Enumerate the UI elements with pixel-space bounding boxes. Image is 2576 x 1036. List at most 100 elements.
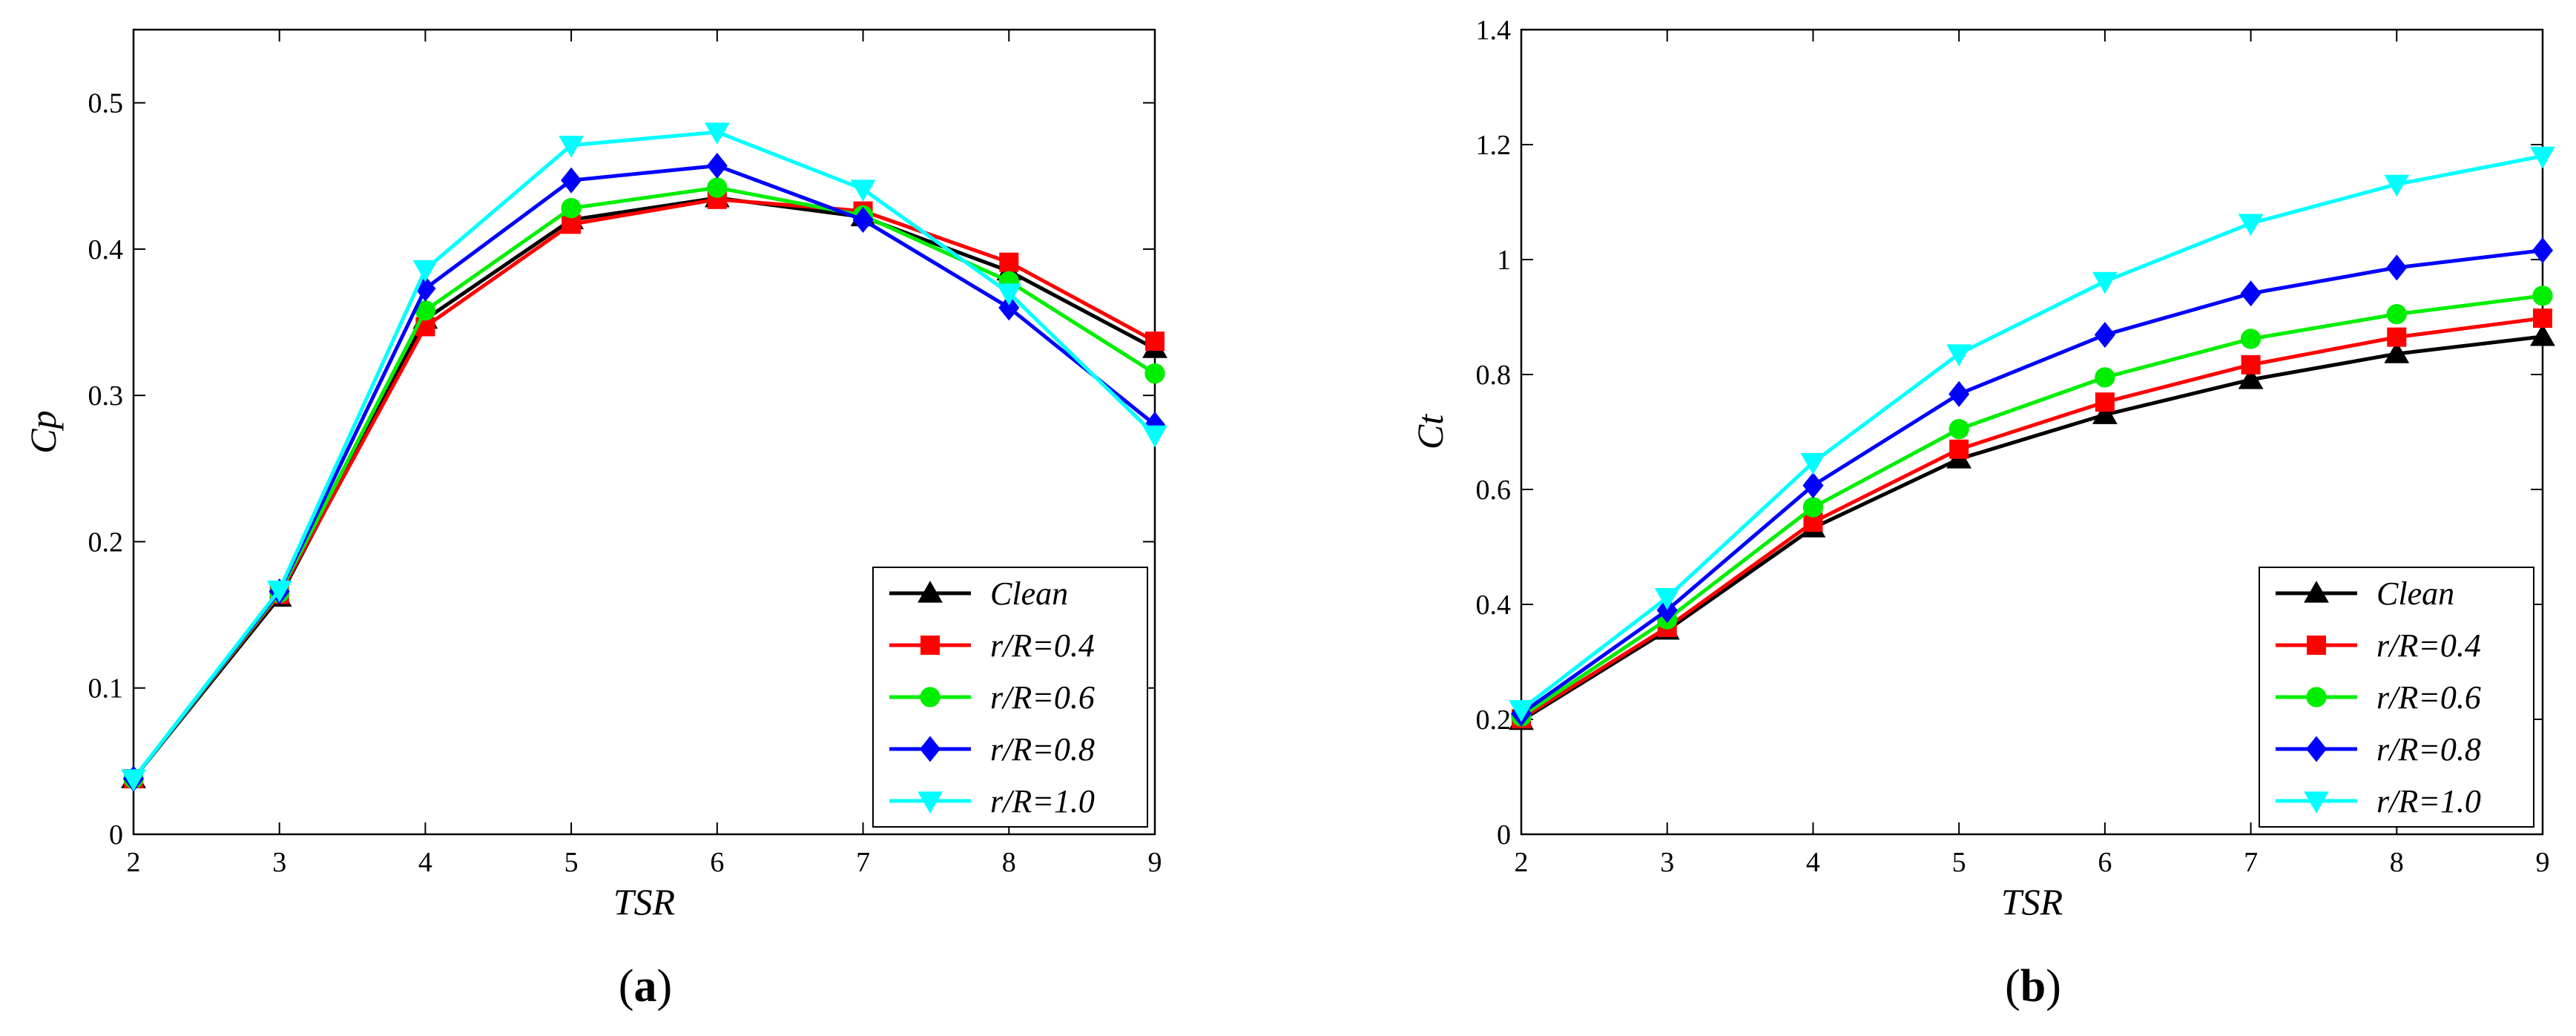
y-tick-label: 0 xyxy=(1497,819,1511,851)
y-tick-label: 0.5 xyxy=(88,88,124,119)
legend-item: Clean xyxy=(2276,575,2454,612)
x-axis-title: TSR xyxy=(613,881,675,923)
x-tick-label: 7 xyxy=(856,847,870,878)
legend-label: r/R=0.4 xyxy=(990,627,1095,664)
legend-marker xyxy=(919,736,941,762)
y-axis-title: Ct xyxy=(1409,414,1451,449)
data-point xyxy=(2092,271,2118,294)
data-point xyxy=(561,167,582,194)
series-line xyxy=(1520,154,2543,711)
y-tick-label: 0 xyxy=(109,819,123,851)
legend-marker xyxy=(918,581,943,603)
series-line xyxy=(132,130,1156,780)
legend-item: r/R=0.6 xyxy=(889,679,1095,716)
legend-item: r/R=1.0 xyxy=(2276,783,2481,819)
x-tick-label: 7 xyxy=(2244,847,2258,878)
x-tick-label: 8 xyxy=(2390,847,2404,878)
data-point xyxy=(2238,367,2264,389)
data-point xyxy=(2095,392,2115,412)
series-line xyxy=(1520,316,2543,721)
x-tick-label: 9 xyxy=(2536,847,2550,878)
chart-panel-b: 2 3 4 5 6 7 8 9 0 0.2 0.4 0.6 0.8 1 1.2 1.4 TSR Ct Clean r/… xyxy=(1409,15,2555,1012)
legend-label: Clean xyxy=(2376,575,2454,612)
y-tick-label: 1.2 xyxy=(1476,130,1512,161)
legend: Clean r/R=0.4 r/R=0.6 r/R=0.8 r/R=1.0 xyxy=(872,567,1148,828)
x-tick-label: 3 xyxy=(272,847,286,878)
y-tick-label: 0.3 xyxy=(88,380,124,412)
data-point xyxy=(850,179,876,202)
legend-item: r/R=0.6 xyxy=(2276,679,2481,716)
data-point xyxy=(1656,597,1678,624)
data-point xyxy=(1802,497,1824,518)
legend-label: r/R=1.0 xyxy=(2376,783,2481,819)
data-point xyxy=(1654,588,1680,610)
panel-label: (b) xyxy=(2005,961,2061,1012)
legend-marker xyxy=(2304,581,2329,603)
data-point xyxy=(2530,323,2555,346)
data-point xyxy=(2384,174,2410,197)
data-point xyxy=(1949,380,1970,407)
data-point xyxy=(1144,412,1166,438)
data-point xyxy=(2532,286,2553,306)
legend-marker xyxy=(2306,687,2327,707)
data-point xyxy=(2092,402,2118,424)
series-line xyxy=(1520,334,2543,722)
data-point xyxy=(2530,146,2555,169)
y-tick-label: 1.4 xyxy=(1476,15,1512,46)
series-3 xyxy=(1510,237,2554,727)
x-tick-label: 5 xyxy=(564,847,579,878)
legend-label: r/R=0.6 xyxy=(990,679,1095,716)
data-point xyxy=(1509,700,1534,722)
legend-label: r/R=0.8 xyxy=(990,731,1095,768)
legend: Clean r/R=0.4 r/R=0.6 r/R=0.8 r/R=1.0 xyxy=(2259,567,2534,828)
legend-marker xyxy=(920,636,940,655)
data-point xyxy=(415,300,436,321)
data-point xyxy=(996,283,1022,306)
data-point xyxy=(998,294,1020,321)
x-tick-label: 6 xyxy=(2098,847,2112,878)
series-line xyxy=(1520,248,2543,716)
data-point xyxy=(1800,452,1826,475)
data-point xyxy=(1145,331,1165,352)
x-tick-label: 2 xyxy=(127,847,141,878)
data-point xyxy=(2387,327,2407,347)
data-point xyxy=(2533,309,2552,329)
legend-label: r/R=0.8 xyxy=(2376,731,2481,768)
data-point xyxy=(2531,237,2554,264)
data-point xyxy=(1142,425,1167,448)
series-4 xyxy=(1509,146,2555,722)
x-tick-label: 3 xyxy=(1660,847,1674,878)
legend-item: r/R=0.4 xyxy=(889,627,1095,664)
x-tick-label: 4 xyxy=(1806,847,1820,878)
data-point xyxy=(121,769,146,791)
data-point xyxy=(1802,472,1824,499)
data-point xyxy=(2240,329,2262,349)
panel-label: (a) xyxy=(619,961,672,1012)
legend-item: Clean xyxy=(889,575,1068,612)
data-point xyxy=(2238,214,2264,237)
legend-item: r/R=0.8 xyxy=(2276,731,2481,768)
series-4 xyxy=(121,122,1167,791)
legend-label: r/R=0.6 xyxy=(2376,679,2481,716)
data-point xyxy=(1144,363,1165,384)
y-tick-label: 0.4 xyxy=(88,234,124,265)
y-tick-label: 0.8 xyxy=(1476,360,1512,391)
y-tick-label: 0.2 xyxy=(1476,705,1512,736)
series-line xyxy=(132,185,1156,780)
data-point xyxy=(2241,354,2261,375)
legend-item: r/R=0.4 xyxy=(2276,627,2481,664)
data-point xyxy=(559,136,584,158)
data-point xyxy=(2386,254,2408,281)
data-point xyxy=(2240,280,2262,307)
data-point xyxy=(999,252,1019,272)
legend-label: r/R=0.4 xyxy=(2376,627,2481,664)
data-point xyxy=(1946,344,1972,366)
data-point xyxy=(2386,303,2407,325)
series-line xyxy=(1520,294,2543,719)
data-point xyxy=(412,260,438,283)
legend-marker xyxy=(2307,636,2326,655)
x-tick-label: 8 xyxy=(1002,847,1016,878)
y-tick-label: 0.2 xyxy=(88,527,124,558)
data-point xyxy=(2094,321,2115,349)
data-point xyxy=(1949,418,1969,440)
